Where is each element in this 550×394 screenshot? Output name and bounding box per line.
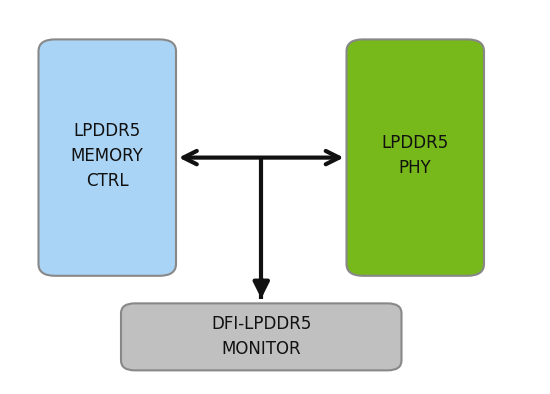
- Text: LPDDR5
MEMORY
CTRL: LPDDR5 MEMORY CTRL: [71, 122, 144, 190]
- Text: DFI-LPDDR5
MONITOR: DFI-LPDDR5 MONITOR: [211, 315, 311, 359]
- FancyBboxPatch shape: [121, 303, 402, 370]
- Text: LPDDR5
PHY: LPDDR5 PHY: [382, 134, 449, 177]
- FancyBboxPatch shape: [39, 39, 176, 276]
- FancyBboxPatch shape: [346, 39, 484, 276]
